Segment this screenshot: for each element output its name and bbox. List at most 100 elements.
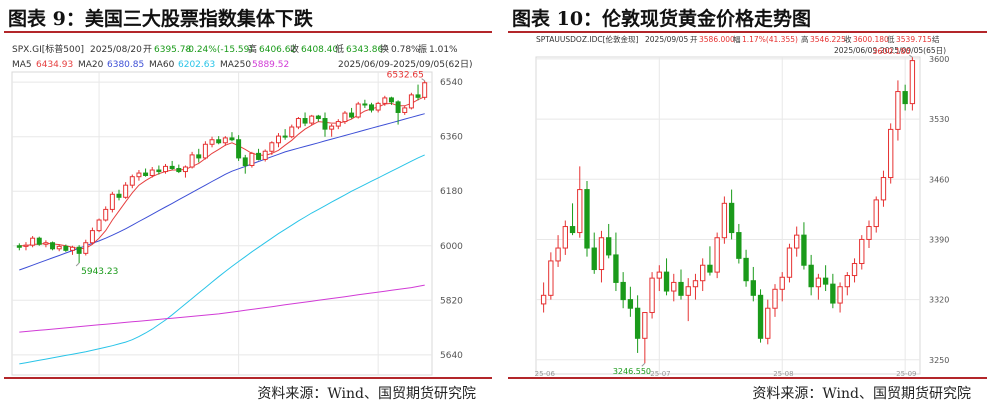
low-pointer: [75, 262, 80, 267]
candle-body: [156, 169, 162, 173]
candle-body: [613, 254, 619, 283]
candle-body: [275, 135, 281, 144]
gold-candlestick-chart: SPTAUUSDOZ.IDC[伦敦金现] 2025/09/05 开 3586.0…: [535, 34, 950, 377]
candle-body: [794, 234, 800, 249]
header-date: 2025/09/05: [645, 35, 688, 44]
candle-body: [216, 139, 222, 144]
candle-body: [786, 247, 793, 278]
y-tick-label: 3460: [929, 175, 949, 184]
footer-rule: [508, 377, 987, 379]
low-annotation: 3246.550: [613, 367, 651, 376]
candle-body: [562, 226, 568, 249]
candle-body: [540, 294, 547, 305]
candle-body: [859, 238, 865, 265]
candle-body: [309, 115, 315, 124]
y-tick-label: 6540: [440, 78, 463, 88]
candle-body: [779, 276, 785, 290]
range-label: 2025/06/09-2025/09/05(65日): [834, 46, 946, 55]
high-annotation: 6532.65: [387, 71, 424, 81]
candle-body: [388, 97, 394, 103]
candle-body: [196, 154, 202, 159]
candle-body: [815, 277, 822, 288]
candle-body: [402, 107, 408, 113]
candle-body: [149, 169, 155, 176]
candle-body: [242, 157, 248, 166]
y-tick-label: 3250: [929, 356, 949, 365]
candle-body: [355, 103, 361, 118]
candle-body: [342, 112, 348, 123]
candle-body: [707, 264, 713, 273]
header-date: 2025/08/20: [90, 45, 142, 55]
candle-body: [136, 172, 142, 178]
candle-body: [422, 82, 428, 98]
candle-body: [262, 150, 268, 160]
candle-body: [772, 288, 778, 309]
candle-body: [362, 103, 368, 106]
candle-body: [598, 237, 605, 271]
low-pointer: [641, 362, 646, 367]
candle-body: [163, 165, 169, 173]
candle-body: [189, 154, 195, 168]
header-amp-value: 1.01%: [429, 45, 458, 55]
header-high-value: 6406.62: [259, 45, 296, 55]
candle-body: [700, 264, 706, 282]
candle-body: [202, 143, 208, 159]
candle-body: [236, 139, 242, 159]
candle-body: [69, 246, 75, 251]
candle-body: [736, 232, 742, 259]
candle-body: [322, 118, 328, 130]
spx-panel: 图表 9：美国三大股票指数集体下跌 SPX.GI[标普500] 2025/08/…: [4, 8, 492, 402]
candle-body: [569, 226, 576, 234]
ma20-label: MA20: [78, 60, 104, 70]
candle-body: [103, 208, 109, 221]
y-tick-label: 3390: [929, 235, 949, 244]
candle-body: [721, 202, 728, 239]
y-tick-label: 3600: [929, 55, 949, 64]
plot-frame: [11, 71, 433, 376]
candle-body: [315, 115, 321, 120]
candle-body: [415, 94, 421, 98]
header-code: SPTAUUSDOZ.IDC[伦敦金现]: [536, 34, 639, 44]
high-annotation: 3600.180: [872, 47, 910, 56]
candle-body: [663, 271, 670, 292]
y-axis: 5640 5820 6000 6180 6360 6540: [440, 78, 463, 361]
source-note: 资料来源：Wind、国贸期货研究院: [257, 386, 476, 402]
candle-body: [295, 118, 301, 128]
candle-body: [866, 226, 872, 240]
candle-body: [43, 242, 49, 245]
candle-body: [176, 168, 182, 173]
header-turnover-value: 0.78%: [391, 45, 420, 55]
plot-frame: [535, 56, 921, 375]
header-high-value: 3546.225: [810, 35, 846, 44]
ma60-value: 6202.63: [178, 60, 215, 70]
candle-body: [83, 242, 89, 254]
header-turnover-label: 换: [380, 43, 389, 55]
ma20-value: 6380.85: [107, 60, 144, 70]
header-high-label: 高: [248, 43, 257, 55]
candle-body: [577, 189, 583, 234]
candle-body: [548, 260, 554, 296]
title-rule: [4, 31, 492, 33]
candle-body: [634, 307, 641, 339]
candle-body: [584, 189, 590, 249]
y-axis: 3250 3320 3390 3460 3530 3600: [929, 55, 949, 365]
candle-body: [182, 166, 188, 173]
candle-body: [671, 281, 677, 292]
candle-body: [96, 219, 102, 232]
candle-body: [209, 139, 215, 145]
candle-body: [349, 112, 355, 118]
range-label: 2025/06/09-2025/09/05(62日): [338, 59, 472, 70]
candle-body: [606, 237, 612, 256]
header-close-value: 6408.40: [301, 45, 338, 55]
header-low-label: 低: [887, 34, 895, 44]
candle-body: [620, 281, 626, 301]
x-axis: 25-06 25-07 25-08 25-09: [535, 370, 917, 377]
y-tick-label: 3530: [929, 115, 949, 124]
candle-body: [408, 94, 414, 109]
candle-body: [873, 199, 879, 228]
y-tick-label: 6180: [440, 187, 463, 197]
candle-body: [656, 271, 662, 279]
x-tick-label: 25-08: [773, 370, 793, 377]
candle-body: [649, 277, 655, 314]
header-open-label: 开: [143, 44, 152, 55]
